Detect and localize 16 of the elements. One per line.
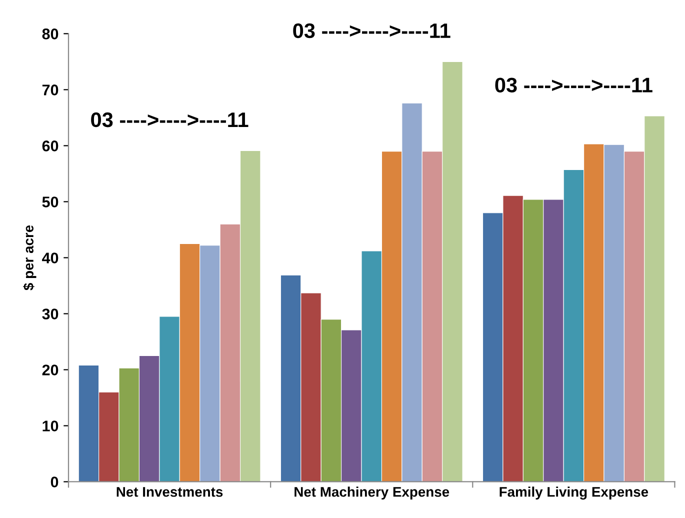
y-tick-label: 80 xyxy=(42,28,58,40)
y-tick-label: 70 xyxy=(42,84,58,96)
y-tick-label: 0 xyxy=(50,476,58,488)
annotation: 03 ---->---->----11 xyxy=(293,23,450,38)
x-tick-label: Family Living Expense xyxy=(500,486,648,500)
y-tick-label: 20 xyxy=(42,364,58,376)
y-tick-label: 60 xyxy=(42,140,58,152)
y-tick-label: 10 xyxy=(42,420,58,432)
y-tick-label: 50 xyxy=(42,196,58,208)
annotation: 03 ---->---->----11 xyxy=(91,112,248,128)
y-tick-label: 40 xyxy=(42,252,58,264)
y-tick-label: 30 xyxy=(42,308,58,320)
y-axis-title: $ per acre xyxy=(23,225,36,290)
x-tick-label: Net Investments xyxy=(116,487,223,497)
x-tick-label: Net Machinery Expense xyxy=(294,486,450,500)
annotation: 03 ---->---->----11 xyxy=(495,78,652,92)
